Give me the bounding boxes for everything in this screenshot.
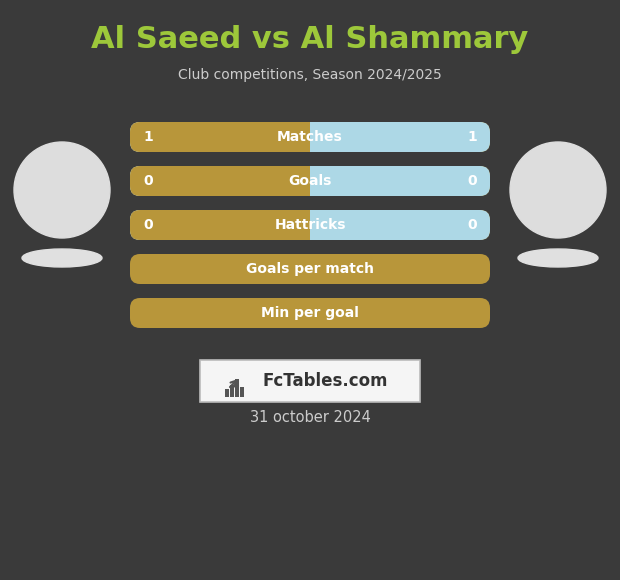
FancyBboxPatch shape [240,387,244,397]
FancyBboxPatch shape [130,122,490,152]
Text: Goals per match: Goals per match [246,262,374,276]
FancyBboxPatch shape [130,210,310,240]
Text: Min per goal: Min per goal [261,306,359,320]
FancyBboxPatch shape [225,389,229,397]
FancyBboxPatch shape [200,360,420,402]
FancyBboxPatch shape [310,122,320,152]
Text: 1: 1 [467,130,477,144]
FancyBboxPatch shape [300,166,310,196]
Text: 0: 0 [467,218,477,232]
Circle shape [14,142,110,238]
Circle shape [510,142,606,238]
FancyBboxPatch shape [130,210,490,240]
FancyBboxPatch shape [130,298,490,328]
FancyBboxPatch shape [310,210,320,240]
FancyBboxPatch shape [130,166,490,196]
Ellipse shape [518,249,598,267]
FancyBboxPatch shape [310,166,320,196]
FancyBboxPatch shape [130,166,310,196]
Text: Club competitions, Season 2024/2025: Club competitions, Season 2024/2025 [178,68,442,82]
FancyBboxPatch shape [235,379,239,397]
Text: FcTables.com: FcTables.com [262,372,388,390]
Text: Matches: Matches [277,130,343,144]
FancyBboxPatch shape [300,122,310,152]
Text: Goals: Goals [288,174,332,188]
Ellipse shape [22,249,102,267]
Text: 0: 0 [467,174,477,188]
FancyBboxPatch shape [130,166,490,196]
Text: 0: 0 [143,174,153,188]
FancyBboxPatch shape [230,385,234,397]
FancyBboxPatch shape [130,210,490,240]
FancyBboxPatch shape [300,210,310,240]
Text: 1: 1 [143,130,153,144]
Text: 0: 0 [143,218,153,232]
FancyBboxPatch shape [130,122,310,152]
Text: Al Saeed vs Al Shammary: Al Saeed vs Al Shammary [91,26,529,55]
Text: Hattricks: Hattricks [274,218,346,232]
FancyBboxPatch shape [130,122,490,152]
FancyBboxPatch shape [130,254,490,284]
Text: 31 october 2024: 31 october 2024 [250,411,370,426]
